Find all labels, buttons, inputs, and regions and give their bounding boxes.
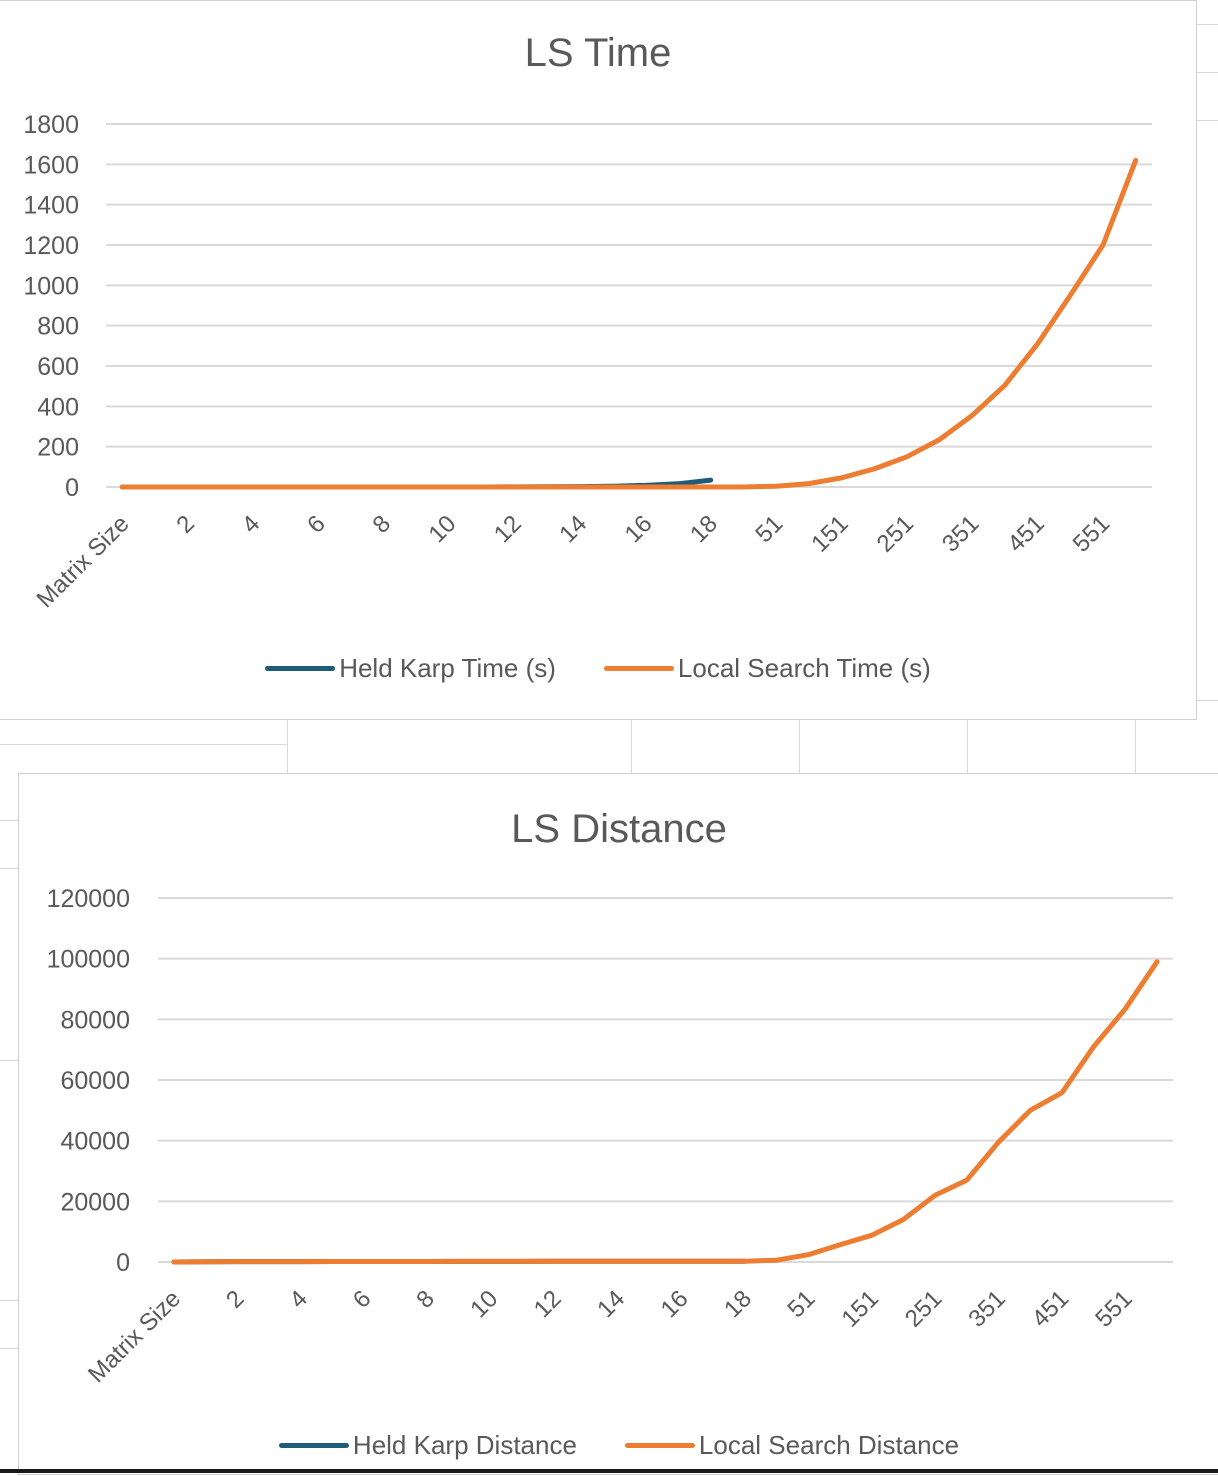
time-chart[interactable]: 1800 1600 1400 1200 1000 800 600 400 200 0 Matrix …: [0, 0, 1197, 720]
sheet-gridline: [967, 720, 968, 773]
x-tick-label: 2: [171, 510, 200, 539]
legend-label: Held Karp Time (s): [339, 653, 556, 683]
x-tick-label: 14: [554, 510, 592, 548]
y-tick-label: 60000: [60, 1067, 130, 1095]
x-tick-label: 451: [1027, 1285, 1074, 1332]
x-tick-label: 551: [1068, 510, 1115, 557]
x-tick-label: 16: [656, 1285, 694, 1323]
y-tick-label: 120000: [47, 885, 130, 913]
x-tick-label: 6: [348, 1285, 377, 1314]
x-tick-label: 2: [221, 1285, 250, 1314]
x-tick-label: 51: [783, 1285, 821, 1323]
sheet-gridline: [0, 1060, 18, 1061]
x-tick-label: 8: [411, 1285, 440, 1314]
sheet-gridline: [1196, 24, 1218, 25]
x-tick-label: 251: [872, 510, 919, 557]
x-tick-label: 451: [1002, 510, 1049, 557]
y-tick-label: 800: [37, 313, 79, 341]
x-tick-label: 12: [489, 510, 527, 548]
sheet-gridline: [1196, 120, 1218, 121]
x-tick-label: 551: [1090, 1285, 1137, 1332]
sheet-gridline: [799, 720, 800, 773]
sheet-gridline: [0, 1300, 18, 1301]
y-tick-label: 400: [37, 393, 79, 421]
y-tick-label: 1800: [23, 111, 79, 139]
x-tick-label: 4: [284, 1285, 313, 1314]
sheet-gridline: [1196, 72, 1218, 73]
y-tick-label: 20000: [60, 1188, 130, 1216]
legend-item-local-search: Local Search Time (s): [603, 653, 931, 684]
sheet-gridline: [0, 1348, 18, 1349]
y-tick-label: 200: [37, 434, 79, 462]
sheet-gridline: [631, 720, 632, 773]
y-tick-label: 1400: [23, 192, 79, 220]
sheet-gridline: [287, 720, 288, 773]
x-tick-label: 6: [302, 510, 331, 539]
distance-chart-plot: 120000 100000 80000 60000 40000 20000 0 Matrix …: [47, 885, 1173, 1388]
x-tick-label: 12: [529, 1285, 567, 1323]
legend-label: Held Karp Distance: [352, 1430, 577, 1460]
distance-chart[interactable]: 120000 100000 80000 60000 40000 20000 0 Matrix …: [18, 773, 1218, 1475]
x-tick-label: 151: [837, 1285, 884, 1332]
x-tick-label: 10: [423, 510, 461, 548]
sheet-gridline: [0, 744, 287, 745]
sheet-gridline: [1135, 720, 1136, 773]
legend-swatch-held-karp: [278, 1443, 349, 1448]
x-tick-label: 51: [750, 510, 788, 548]
sheet-gridline: [0, 820, 18, 821]
x-tick-label: 16: [620, 510, 658, 548]
legend-item-held-karp: Held Karp Time (s): [265, 653, 556, 684]
x-tick-label: Matrix Size: [83, 1285, 186, 1388]
y-tick-label: 1000: [23, 272, 79, 300]
chart-title: LS Time: [524, 31, 672, 75]
chart-legend: Held Karp Distance Local Search Distance: [19, 1430, 1218, 1461]
window-bottom-border: [0, 1469, 1218, 1473]
series-line-1: [171, 959, 1160, 1265]
y-tick-label: 600: [37, 353, 79, 381]
x-tick-label: 151: [806, 510, 853, 557]
x-tick-label: Matrix Size: [32, 510, 135, 613]
y-tick-label: 80000: [60, 1006, 130, 1034]
y-tick-label: 1200: [23, 232, 79, 260]
y-tick-label: 0: [65, 474, 79, 502]
sheet-gridline: [1196, 700, 1218, 701]
x-tick-label: 18: [719, 1285, 757, 1323]
legend-item-held-karp: Held Karp Distance: [278, 1430, 577, 1461]
x-tick-label: 351: [937, 510, 984, 557]
legend-swatch-local-search: [603, 666, 674, 671]
y-tick-label: 0: [116, 1249, 130, 1277]
x-tick-label: 14: [592, 1285, 630, 1323]
time-chart-plot: 1800 1600 1400 1200 1000 800 600 400 200 0 Matrix …: [23, 111, 1152, 613]
legend-swatch-local-search: [624, 1443, 695, 1448]
chart-legend: Held Karp Time (s) Local Search Time (s): [0, 653, 1196, 684]
series-line-1: [119, 157, 1139, 490]
legend-item-local-search: Local Search Distance: [624, 1430, 960, 1461]
legend-label: Local Search Distance: [698, 1430, 960, 1460]
legend-label: Local Search Time (s): [677, 653, 931, 683]
x-tick-label: 4: [237, 510, 266, 539]
x-tick-label: 351: [963, 1285, 1010, 1332]
x-tick-label: 10: [465, 1285, 503, 1323]
y-tick-label: 1600: [23, 151, 79, 179]
x-tick-label: 18: [685, 510, 723, 548]
x-tick-label: 251: [900, 1285, 947, 1332]
legend-swatch-held-karp: [265, 666, 336, 671]
y-tick-label: 40000: [60, 1128, 130, 1156]
y-tick-label: 100000: [47, 946, 130, 974]
sheet-gridline: [0, 868, 18, 869]
x-tick-label: 8: [368, 510, 397, 539]
chart-title: LS Distance: [511, 807, 727, 851]
